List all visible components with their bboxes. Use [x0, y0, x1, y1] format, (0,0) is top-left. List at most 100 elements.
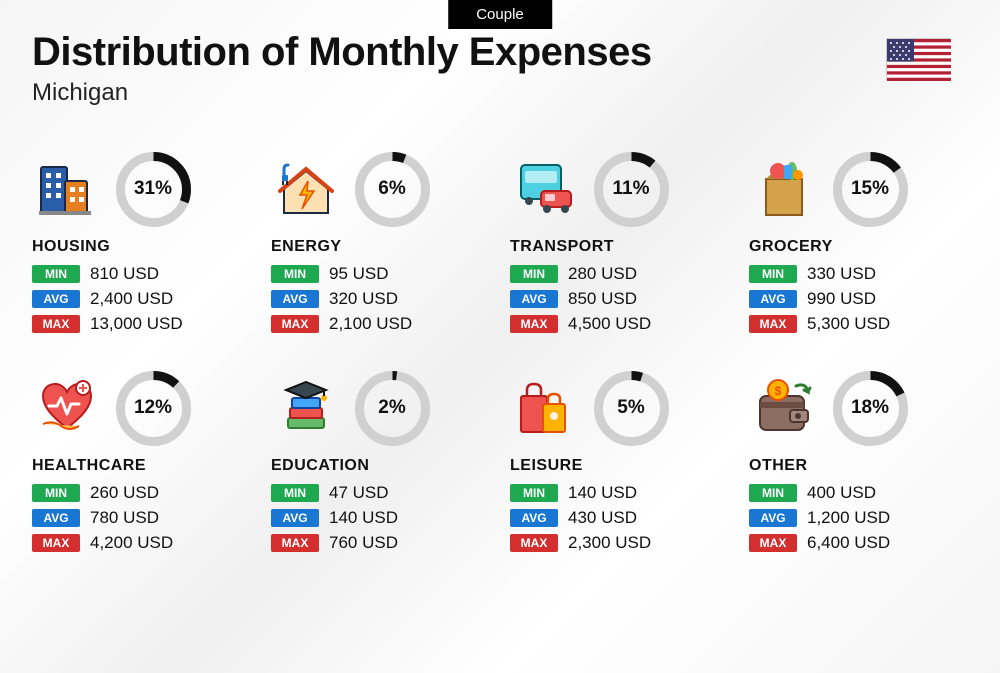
stat-row-max: MAX 5,300 USD: [749, 314, 968, 334]
percent-donut: 11%: [592, 150, 670, 228]
avg-badge: AVG: [749, 509, 797, 527]
category-card-education: 2% EDUCATION MIN 47 USD AVG 140 USD MAX …: [271, 369, 490, 558]
svg-text:$: $: [775, 384, 782, 398]
stat-row-avg: AVG 990 USD: [749, 289, 968, 309]
stat-row-avg: AVG 320 USD: [271, 289, 490, 309]
category-card-energy: 6% ENERGY MIN 95 USD AVG 320 USD MAX 2,1…: [271, 150, 490, 339]
min-badge: MIN: [32, 265, 80, 283]
max-badge: MAX: [749, 315, 797, 333]
avg-value: 320 USD: [329, 289, 398, 309]
avg-badge: AVG: [32, 290, 80, 308]
stat-row-min: MIN 330 USD: [749, 264, 968, 284]
stat-row-max: MAX 13,000 USD: [32, 314, 251, 334]
household-type-tag: Couple: [448, 0, 552, 29]
percent-donut: 5%: [592, 369, 670, 447]
avg-value: 780 USD: [90, 508, 159, 528]
buildings-icon: [32, 154, 102, 224]
category-name: GROCERY: [749, 238, 968, 256]
stat-row-avg: AVG 1,200 USD: [749, 508, 968, 528]
avg-badge: AVG: [510, 509, 558, 527]
category-card-healthcare: 12% HEALTHCARE MIN 260 USD AVG 780 USD M…: [32, 369, 251, 558]
max-badge: MAX: [510, 534, 558, 552]
percent-donut: 12%: [114, 369, 192, 447]
min-value: 400 USD: [807, 483, 876, 503]
max-value: 4,500 USD: [568, 314, 651, 334]
category-name: TRANSPORT: [510, 238, 729, 256]
stat-row-avg: AVG 850 USD: [510, 289, 729, 309]
category-name: OTHER: [749, 457, 968, 475]
stat-row-min: MIN 810 USD: [32, 264, 251, 284]
percent-donut: 31%: [114, 150, 192, 228]
category-card-grocery: 15% GROCERY MIN 330 USD AVG 990 USD MAX …: [749, 150, 968, 339]
stat-row-avg: AVG 780 USD: [32, 508, 251, 528]
max-value: 5,300 USD: [807, 314, 890, 334]
page-title: Distribution of Monthly Expenses: [32, 30, 968, 75]
wallet-icon: $: [749, 373, 819, 443]
min-badge: MIN: [510, 484, 558, 502]
category-grid: 31% HOUSING MIN 810 USD AVG 2,400 USD MA…: [32, 150, 968, 558]
stat-row-max: MAX 4,200 USD: [32, 533, 251, 553]
max-badge: MAX: [510, 315, 558, 333]
percent-donut: 6%: [353, 150, 431, 228]
category-card-other: $ 18% OTHER MIN 400 USD AVG 1,200 USD MA…: [749, 369, 968, 558]
max-badge: MAX: [271, 315, 319, 333]
min-badge: MIN: [271, 484, 319, 502]
region-subtitle: Michigan: [32, 79, 968, 107]
percent-donut: 18%: [831, 369, 909, 447]
max-badge: MAX: [32, 315, 80, 333]
min-value: 810 USD: [90, 264, 159, 284]
min-value: 47 USD: [329, 483, 389, 503]
stat-row-max: MAX 6,400 USD: [749, 533, 968, 553]
min-badge: MIN: [749, 265, 797, 283]
avg-value: 990 USD: [807, 289, 876, 309]
stat-row-min: MIN 260 USD: [32, 483, 251, 503]
min-value: 280 USD: [568, 264, 637, 284]
min-badge: MIN: [32, 484, 80, 502]
percent-donut: 15%: [831, 150, 909, 228]
stat-row-min: MIN 280 USD: [510, 264, 729, 284]
min-badge: MIN: [749, 484, 797, 502]
stat-row-max: MAX 4,500 USD: [510, 314, 729, 334]
header: Distribution of Monthly Expenses Michiga…: [32, 30, 968, 107]
percent-value: 12%: [134, 397, 172, 419]
max-value: 2,100 USD: [329, 314, 412, 334]
min-value: 260 USD: [90, 483, 159, 503]
max-value: 4,200 USD: [90, 533, 173, 553]
bus-car-icon: [510, 154, 580, 224]
stat-row-max: MAX 760 USD: [271, 533, 490, 553]
stat-row-avg: AVG 140 USD: [271, 508, 490, 528]
percent-value: 11%: [613, 178, 650, 200]
avg-badge: AVG: [749, 290, 797, 308]
category-name: LEISURE: [510, 457, 729, 475]
stat-row-min: MIN 140 USD: [510, 483, 729, 503]
grad-books-icon: [271, 373, 341, 443]
stat-row-max: MAX 2,100 USD: [271, 314, 490, 334]
stat-row-avg: AVG 430 USD: [510, 508, 729, 528]
avg-badge: AVG: [32, 509, 80, 527]
max-badge: MAX: [749, 534, 797, 552]
stat-row-min: MIN 400 USD: [749, 483, 968, 503]
max-badge: MAX: [32, 534, 80, 552]
percent-donut: 2%: [353, 369, 431, 447]
min-value: 330 USD: [807, 264, 876, 284]
min-badge: MIN: [271, 265, 319, 283]
min-badge: MIN: [510, 265, 558, 283]
power-house-icon: [271, 154, 341, 224]
category-card-housing: 31% HOUSING MIN 810 USD AVG 2,400 USD MA…: [32, 150, 251, 339]
max-value: 760 USD: [329, 533, 398, 553]
avg-value: 1,200 USD: [807, 508, 890, 528]
min-value: 95 USD: [329, 264, 389, 284]
percent-value: 5%: [617, 397, 644, 419]
max-value: 2,300 USD: [568, 533, 651, 553]
category-card-leisure: 5% LEISURE MIN 140 USD AVG 430 USD MAX 2…: [510, 369, 729, 558]
category-name: HOUSING: [32, 238, 251, 256]
avg-value: 2,400 USD: [90, 289, 173, 309]
max-value: 13,000 USD: [90, 314, 183, 334]
percent-value: 18%: [851, 397, 889, 419]
percent-value: 15%: [851, 178, 889, 200]
category-name: HEALTHCARE: [32, 457, 251, 475]
percent-value: 31%: [134, 178, 172, 200]
usa-flag-icon: [886, 38, 950, 80]
max-value: 6,400 USD: [807, 533, 890, 553]
avg-badge: AVG: [510, 290, 558, 308]
